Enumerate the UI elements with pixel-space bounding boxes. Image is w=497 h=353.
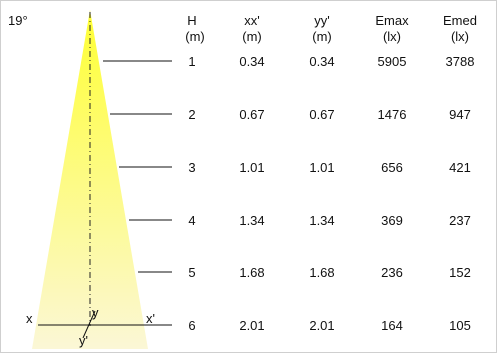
cell-h: 5 (188, 265, 195, 280)
header-xx-line2: (m) (242, 29, 262, 44)
cell-xx: 0.67 (239, 107, 264, 122)
table-header: H (m) xx' (m) yy' (m) Emax (lx) Emed (lx… (185, 13, 477, 44)
beam-angle-label: 19° (8, 13, 28, 28)
cell-h: 2 (188, 107, 195, 122)
cell-emax: 656 (381, 160, 403, 175)
cell-emed: 3788 (446, 54, 475, 69)
header-h-line1: H (187, 13, 196, 28)
cell-emax: 1476 (378, 107, 407, 122)
header-emax-line2: (lx) (383, 29, 401, 44)
table-row: 5 1.68 1.68 236 152 (138, 265, 471, 280)
x-prime-axis-label: x' (146, 311, 155, 326)
header-yy-line2: (m) (312, 29, 332, 44)
table-row: 2 0.67 0.67 1476 947 (110, 107, 471, 122)
cell-emax: 164 (381, 318, 403, 333)
cell-xx: 1.01 (239, 160, 264, 175)
y-axis-label: y (92, 305, 99, 320)
cell-h: 1 (188, 54, 195, 69)
cell-yy: 1.01 (309, 160, 334, 175)
table-row: 3 1.01 1.01 656 421 (119, 160, 471, 175)
cell-xx: 1.68 (239, 265, 264, 280)
cell-emed: 237 (449, 213, 471, 228)
y-prime-axis-label: y' (79, 333, 88, 348)
table-row: 6 2.01 2.01 164 105 (148, 318, 471, 333)
spot-axes: x x' y y' (26, 305, 155, 348)
y-axis-line (82, 310, 96, 339)
cell-yy: 2.01 (309, 318, 334, 333)
light-beam-cone (32, 10, 148, 349)
cell-emed: 947 (449, 107, 471, 122)
cell-emed: 105 (449, 318, 471, 333)
cell-yy: 1.34 (309, 213, 334, 228)
header-emed-line2: (lx) (451, 29, 469, 44)
cell-h: 3 (188, 160, 195, 175)
cell-xx: 2.01 (239, 318, 264, 333)
cell-emed: 152 (449, 265, 471, 280)
header-xx-line1: xx' (244, 13, 259, 28)
header-emed-line1: Emed (443, 13, 477, 28)
cell-emax: 236 (381, 265, 403, 280)
cell-emed: 421 (449, 160, 471, 175)
cell-yy: 0.34 (309, 54, 334, 69)
cell-emax: 369 (381, 213, 403, 228)
cell-yy: 1.68 (309, 265, 334, 280)
x-axis-label: x (26, 311, 33, 326)
cell-emax: 5905 (378, 54, 407, 69)
table-row: 1 0.34 0.34 5905 3788 (103, 54, 474, 69)
cell-h: 4 (188, 213, 195, 228)
header-h-line2: (m) (185, 29, 205, 44)
header-yy-line1: yy' (314, 13, 329, 28)
table-row: 4 1.34 1.34 369 237 (129, 213, 471, 228)
cell-xx: 1.34 (239, 213, 264, 228)
cell-yy: 0.67 (309, 107, 334, 122)
header-emax-line1: Emax (375, 13, 409, 28)
cell-xx: 0.34 (239, 54, 264, 69)
cell-h: 6 (188, 318, 195, 333)
